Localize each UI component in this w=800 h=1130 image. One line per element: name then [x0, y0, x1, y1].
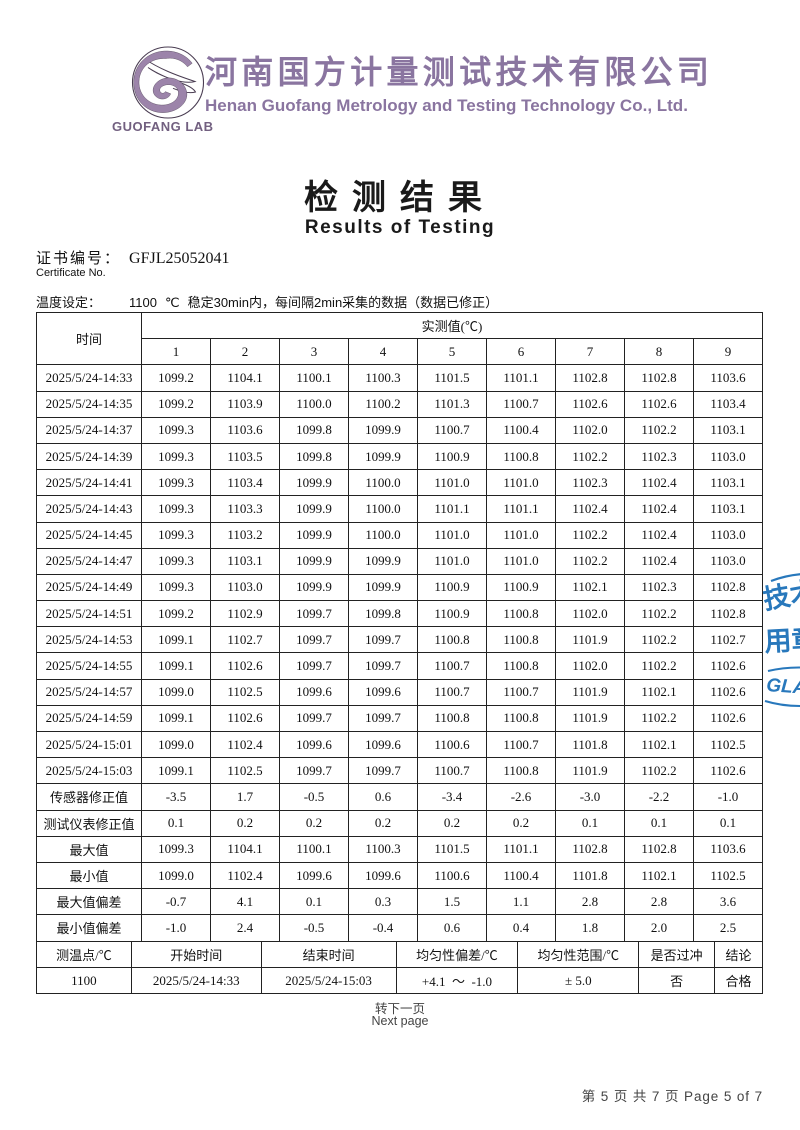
svg-text:用章: 用章	[764, 623, 800, 657]
svg-text:技术: 技术	[761, 576, 800, 615]
svg-text:GLAB: GLAB	[766, 675, 800, 700]
